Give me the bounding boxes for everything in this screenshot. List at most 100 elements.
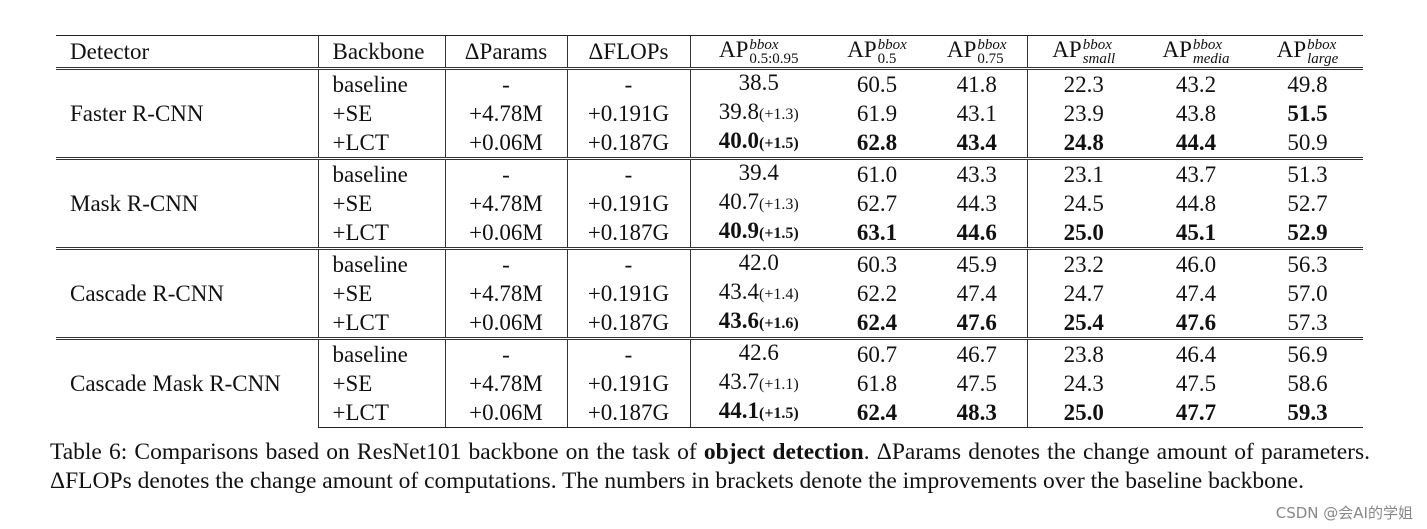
params-cell: +0.06M — [445, 218, 568, 249]
table-row: +LCT +0.06M +0.187G 43.6(+1.6) 62.4 47.6 25.4 4… — [56, 308, 1363, 339]
ap-media-cell: 46.4 — [1140, 337, 1252, 369]
table-row: +SE +4.78M +0.191G 43.7(+1.1) 61.8 47.5 24.3 47… — [56, 369, 1363, 398]
backbone-cell: baseline — [318, 157, 446, 189]
ap-value: 43.4 — [718, 279, 760, 304]
ap-large-cell: 51.3 — [1252, 157, 1363, 189]
ap-improvement: (+1.6) — [758, 315, 799, 332]
ap-large-cell: 57.0 — [1287, 280, 1328, 306]
ap-large-cell: 52.9 — [1287, 219, 1328, 245]
ap50-cell: 61.0 — [827, 157, 927, 189]
ap-improvement: (+1.4) — [759, 286, 799, 303]
ap-media-cell: 47.7 — [1140, 398, 1252, 428]
flops-cell: +0.191G — [567, 99, 691, 128]
params-cell: +0.06M — [445, 128, 568, 159]
flops-cell: - — [567, 337, 691, 369]
ap-media-cell: 43.2 — [1140, 67, 1252, 99]
ap-value: 38.5 — [738, 70, 779, 95]
header-backbone: Backbone — [318, 35, 446, 69]
ap75-cell: 47.6 — [927, 308, 1028, 339]
params-cell: - — [445, 247, 568, 279]
ap-small-cell: 22.3 — [1027, 67, 1140, 99]
ap50-cell: 60.3 — [827, 247, 927, 279]
backbone-cell: +LCT — [318, 128, 446, 159]
table-row: +SE +4.78M +0.191G 39.8(+1.3) 61.9 43.1 23.9 43… — [56, 99, 1363, 128]
params-cell: - — [445, 157, 568, 189]
ap75-cell: 44.6 — [927, 218, 1028, 249]
caption-prefix: Table 6: Comparisons based on ResNet101 … — [50, 439, 704, 465]
flops-cell: - — [567, 157, 691, 189]
params-cell: +4.78M — [445, 189, 568, 218]
table-row: +LCT +0.06M +0.187G 40.9(+1.5) 63.1 44.6 25.0 4… — [56, 218, 1363, 249]
ap-value: 43.6 — [718, 308, 759, 333]
ap-small-cell: 25.0 — [1063, 219, 1104, 245]
ap50-cell: 60.5 — [827, 67, 927, 99]
header-ap75: AP bbox 0.75 — [927, 35, 1028, 69]
ap-improvement: (+1.1) — [759, 376, 799, 393]
ap-improvement: (+1.5) — [758, 405, 799, 422]
ap-small-cell: 24.3 — [1063, 370, 1104, 396]
ap75-cell: 47.5 — [927, 369, 1028, 398]
backbone-cell: baseline — [318, 247, 446, 279]
ap75-cell: 45.9 — [927, 247, 1028, 279]
detector-cell: Cascade Mask R-CNN — [56, 337, 319, 428]
header-ap-large: AP bbox large — [1252, 35, 1363, 69]
caption-bold-term: object detection — [703, 439, 864, 465]
ap-large-cell: 59.3 — [1252, 398, 1363, 428]
ap-small-cell: 23.2 — [1027, 247, 1140, 279]
ap75-cell: 46.7 — [927, 337, 1028, 369]
ap50-cell: 62.8 — [856, 129, 898, 155]
ap75-cell: 43.1 — [927, 99, 1028, 128]
ap75-cell: 43.4 — [927, 128, 1028, 159]
flops-cell: - — [567, 67, 691, 99]
ap-cell: 44.1(+1.5) — [690, 398, 827, 428]
params-cell: - — [445, 67, 568, 99]
params-cell: +4.78M — [445, 99, 568, 128]
table-row: +SE +4.78M +0.191G 40.7(+1.3) 62.7 44.3 24.5 44… — [56, 189, 1363, 218]
ap-cell: 40.7(+1.3) — [690, 189, 827, 218]
backbone-cell: +SE — [318, 279, 446, 308]
ap-value: 39.4 — [738, 160, 779, 185]
ap-small-cell: 23.8 — [1027, 337, 1140, 369]
ap-media-cell: 44.4 — [1175, 129, 1217, 155]
backbone-cell: +SE — [318, 369, 446, 398]
results-table: Detector Backbone ΔParams ΔFLOPs AP bbox 0… — [56, 35, 1363, 428]
ap-cell: 43.4(+1.4) — [690, 279, 827, 308]
ap50-cell: 61.9 — [856, 100, 898, 126]
ap-cell: 42.6 — [690, 337, 827, 369]
ap75-cell: 47.4 — [927, 279, 1028, 308]
backbone-cell: +LCT — [318, 308, 446, 339]
table-row: +SE +4.78M +0.191G 43.4(+1.4) 62.2 47.4 24.7 47… — [56, 279, 1363, 308]
params-cell: +0.06M — [445, 398, 568, 428]
detector-cell: Mask R-CNN — [56, 157, 319, 249]
header-ap: AP bbox 0.5:0.95 — [690, 35, 827, 69]
ap-small-cell: 24.7 — [1063, 280, 1104, 306]
ap50-cell: 62.2 — [856, 280, 898, 306]
ap75-cell: 43.3 — [927, 157, 1028, 189]
ap-cell: 39.8(+1.3) — [690, 99, 827, 128]
flops-cell: +0.187G — [567, 128, 691, 159]
ap-cell: 40.9(+1.5) — [690, 218, 827, 249]
ap-small-cell: 23.1 — [1027, 157, 1140, 189]
ap-cell: 40.0(+1.5) — [690, 128, 827, 159]
flops-cell: +0.191G — [567, 189, 691, 218]
header-row: Detector Backbone ΔParams ΔFLOPs AP bbox 0… — [56, 35, 1363, 69]
ap-media-cell: 43.8 — [1175, 100, 1217, 126]
detector-cell: Faster R-CNN — [56, 67, 319, 159]
backbone-cell: +SE — [318, 99, 446, 128]
params-cell: +0.06M — [445, 308, 568, 339]
ap-media-cell: 47.6 — [1175, 309, 1217, 335]
ap75-cell: 48.3 — [927, 398, 1028, 428]
table-row: Cascade Mask R-CNN baseline - -42.6 60.7 46.7… — [56, 337, 1363, 428]
ap-value: 42.6 — [738, 340, 779, 365]
backbone-cell: baseline — [318, 337, 446, 369]
ap75-cell: 41.8 — [927, 67, 1028, 99]
header-detector: Detector — [56, 35, 319, 69]
ap-large-cell: 57.3 — [1287, 309, 1328, 335]
ap-improvement: (+1.5) — [758, 135, 799, 152]
header-ap-small: AP bbox small — [1027, 35, 1140, 69]
ap-cell: 43.6(+1.6) — [690, 308, 827, 339]
ap-value: 43.7 — [718, 369, 760, 394]
ap-large-cell: 56.9 — [1252, 337, 1363, 369]
flops-cell: +0.187G — [567, 398, 691, 428]
header-ap50: AP bbox 0.5 — [827, 35, 927, 69]
